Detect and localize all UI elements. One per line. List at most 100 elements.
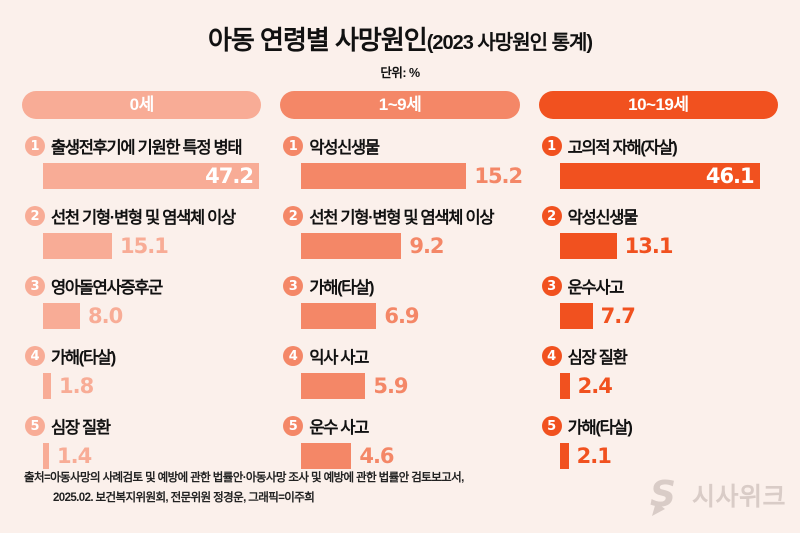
value-bar (301, 443, 352, 469)
cause-item: 3 가해(타살) 6.9 (280, 276, 519, 329)
source-note: 출처=아동사망의 사례검토 및 예방에 관한 법률안·아동사망 조사 및 예방에… (24, 468, 464, 508)
cause-label: 영아돌연사증후군 (51, 279, 163, 297)
cause-label-row: 1 악성신생물 (280, 136, 519, 157)
cause-item: 4 심장 질환 2.4 (539, 346, 778, 399)
value-label: 46.1 (705, 164, 755, 188)
cause-label-row: 1 출생전후기에 기원한 특정 병태 (22, 136, 261, 157)
cause-label-row: 1 고의적 자해(자살) (539, 136, 778, 157)
cause-item: 4 익사 사고 5.9 (280, 346, 519, 399)
value-label: 2.4 (577, 374, 613, 398)
group-header-pill: 0세 (22, 91, 262, 119)
publisher-logo: S 시사위크 (645, 473, 786, 517)
age-group-columns: 0세 1 출생전후기에 기원한 특정 병태 47.2 2 선천 기형·변형 및 염색체 이… (0, 91, 800, 469)
value-bar (559, 373, 570, 399)
value-bar (301, 373, 366, 399)
rank-badge: 5 (25, 416, 45, 436)
cause-label: 선천 기형·변형 및 염색체 이상 (51, 209, 236, 227)
cause-label: 운수사고 (567, 279, 625, 297)
value-label: 2.1 (576, 444, 612, 468)
title-text: 아동 연령별 사망원인 (207, 25, 428, 55)
rank-badge: 1 (283, 136, 304, 156)
rank-badge: 3 (283, 276, 304, 296)
bar-row: 4.6 (301, 443, 519, 469)
cause-label-row: 2 악성신생물 (539, 206, 778, 227)
rank-badge: 2 (283, 206, 304, 226)
rank-badge: 4 (25, 346, 45, 366)
cause-label-row: 5 가해(타살) (539, 416, 778, 437)
value-bar (559, 303, 593, 329)
age-group-column: 10~19세 1 고의적 자해(자살) 46.1 2 악성신생물 13.1 3 운수사고 7.7 4… (538, 91, 778, 469)
cause-item: 1 악성신생물 15.2 (280, 136, 523, 189)
cause-label: 가해(타살) (51, 349, 116, 367)
rank-badge: 2 (25, 206, 45, 226)
cause-label-row: 5 운수 사고 (280, 416, 519, 437)
cause-label: 익사 사고 (309, 349, 369, 367)
age-group-column: 1~9세 1 악성신생물 15.2 2 선천 기형·변형 및 염색체 이상 9.2 3 가해(타… (280, 91, 523, 469)
cause-item: 1 출생전후기에 기원한 특정 병태 47.2 (22, 136, 261, 189)
cause-label-row: 2 선천 기형·변형 및 염색체 이상 (22, 206, 261, 227)
value-bar (559, 233, 617, 259)
value-bar (43, 233, 112, 259)
cause-item: 2 악성신생물 13.1 (539, 206, 778, 259)
value-bar (301, 303, 377, 329)
value-bar: 47.2 (43, 163, 259, 189)
cause-item: 1 고의적 자해(자살) 46.1 (539, 136, 778, 189)
value-label: 8.0 (88, 304, 123, 328)
rank-badge: 5 (541, 416, 562, 436)
publisher-logo-text: 시사위크 (691, 483, 786, 511)
cause-label: 심장 질환 (51, 419, 111, 437)
cause-label-row: 2 선천 기형·변형 및 염색체 이상 (280, 206, 519, 227)
age-group-column: 0세 1 출생전후기에 기원한 특정 병태 47.2 2 선천 기형·변형 및 염색체 이… (22, 91, 262, 469)
bar-row: 46.1 (559, 163, 778, 189)
value-label: 15.2 (474, 164, 523, 188)
value-bar (559, 443, 569, 469)
cause-label: 심장 질환 (567, 349, 628, 367)
title-subtitle: (2023 사망원인 통계) (426, 32, 593, 54)
cause-label: 악성신생물 (567, 209, 639, 227)
cause-item: 2 선천 기형·변형 및 염색체 이상 15.1 (22, 206, 261, 259)
group-header-pill: 1~9세 (280, 91, 520, 119)
value-label: 15.1 (120, 234, 169, 258)
cause-label: 악성신생물 (309, 139, 380, 157)
value-label: 1.4 (57, 444, 92, 468)
rank-badge: 1 (541, 136, 562, 156)
cause-label-row: 3 운수사고 (539, 276, 778, 297)
bar-row: 13.1 (559, 233, 778, 259)
bar-row: 2.4 (559, 373, 778, 399)
rank-badge: 1 (25, 136, 45, 156)
cause-label-row: 5 심장 질환 (22, 416, 261, 437)
cause-label: 가해(타살) (567, 419, 633, 437)
bar-row: 7.7 (559, 303, 778, 329)
value-bar: 46.1 (559, 163, 760, 189)
value-label: 6.9 (384, 304, 419, 328)
cause-item: 4 가해(타살) 1.8 (22, 346, 261, 399)
publisher-logo-s-icon: S (650, 474, 676, 516)
cause-label-row: 4 익사 사고 (280, 346, 519, 367)
group-header-pill: 10~19세 (538, 91, 778, 119)
value-label: 13.1 (624, 234, 674, 258)
rank-badge: 3 (25, 276, 45, 296)
cause-label-row: 4 심장 질환 (539, 346, 778, 367)
cause-item: 5 가해(타살) 2.1 (539, 416, 778, 469)
cause-label: 선천 기형·변형 및 염색체 이상 (309, 209, 494, 227)
bar-row: 47.2 (43, 163, 261, 189)
bar-row: 2.1 (559, 443, 778, 469)
cause-item: 3 운수사고 7.7 (539, 276, 778, 329)
value-label: 7.7 (600, 304, 636, 328)
rank-badge: 2 (541, 206, 562, 226)
cause-label: 고의적 자해(자살) (567, 139, 678, 157)
bar-row: 15.1 (43, 233, 261, 259)
value-label: 1.8 (59, 374, 94, 398)
value-label: 47.2 (205, 164, 254, 188)
value-label: 5.9 (373, 374, 408, 398)
bar-row: 5.9 (301, 373, 519, 399)
rank-badge: 3 (541, 276, 562, 296)
value-bar (301, 233, 402, 259)
bar-row: 6.9 (301, 303, 519, 329)
source-line-2: 2025.02. 보건복지위원회, 전문위원 정경운, 그래픽=이주희 (53, 492, 315, 505)
cause-item: 5 운수 사고 4.6 (280, 416, 519, 469)
cause-label: 가해(타살) (309, 279, 374, 297)
cause-item: 5 심장 질환 1.4 (22, 416, 261, 469)
rank-badge: 4 (541, 346, 562, 366)
